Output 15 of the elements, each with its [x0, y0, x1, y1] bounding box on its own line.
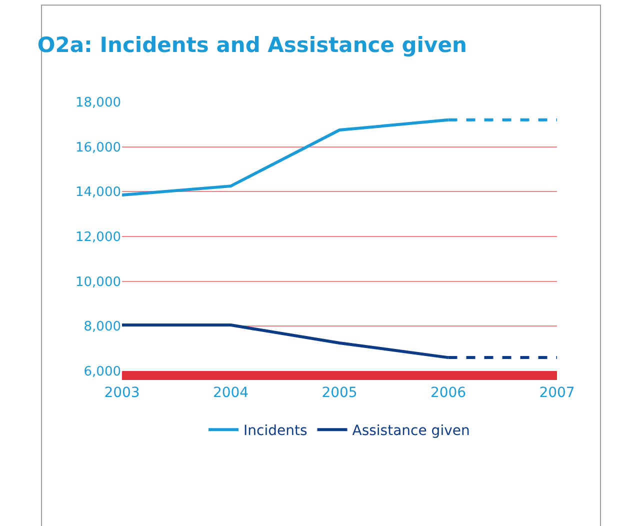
legend-label: Incidents	[244, 423, 308, 440]
x-tick-label: 2005	[322, 384, 358, 401]
x-tick-label: 2004	[212, 384, 249, 401]
y-tick-label: 6,000	[84, 364, 121, 380]
chart-title: O2a: Incidents and Assistance given	[37, 33, 467, 58]
y-tick-label: 18,000	[76, 96, 121, 111]
y-tick-label: 8,000	[84, 320, 121, 335]
x-tick-label: 2006	[430, 384, 466, 401]
legend-label: Assistance given	[352, 423, 470, 440]
x-tick-label: 2003	[104, 384, 140, 401]
y-tick-label: 10,000	[76, 274, 121, 290]
y-tick-label: 16,000	[76, 140, 121, 156]
x-tick-label: 2007	[539, 384, 575, 401]
y-tick-label: 12,000	[76, 230, 121, 246]
y-tick-label: 14,000	[76, 185, 121, 200]
